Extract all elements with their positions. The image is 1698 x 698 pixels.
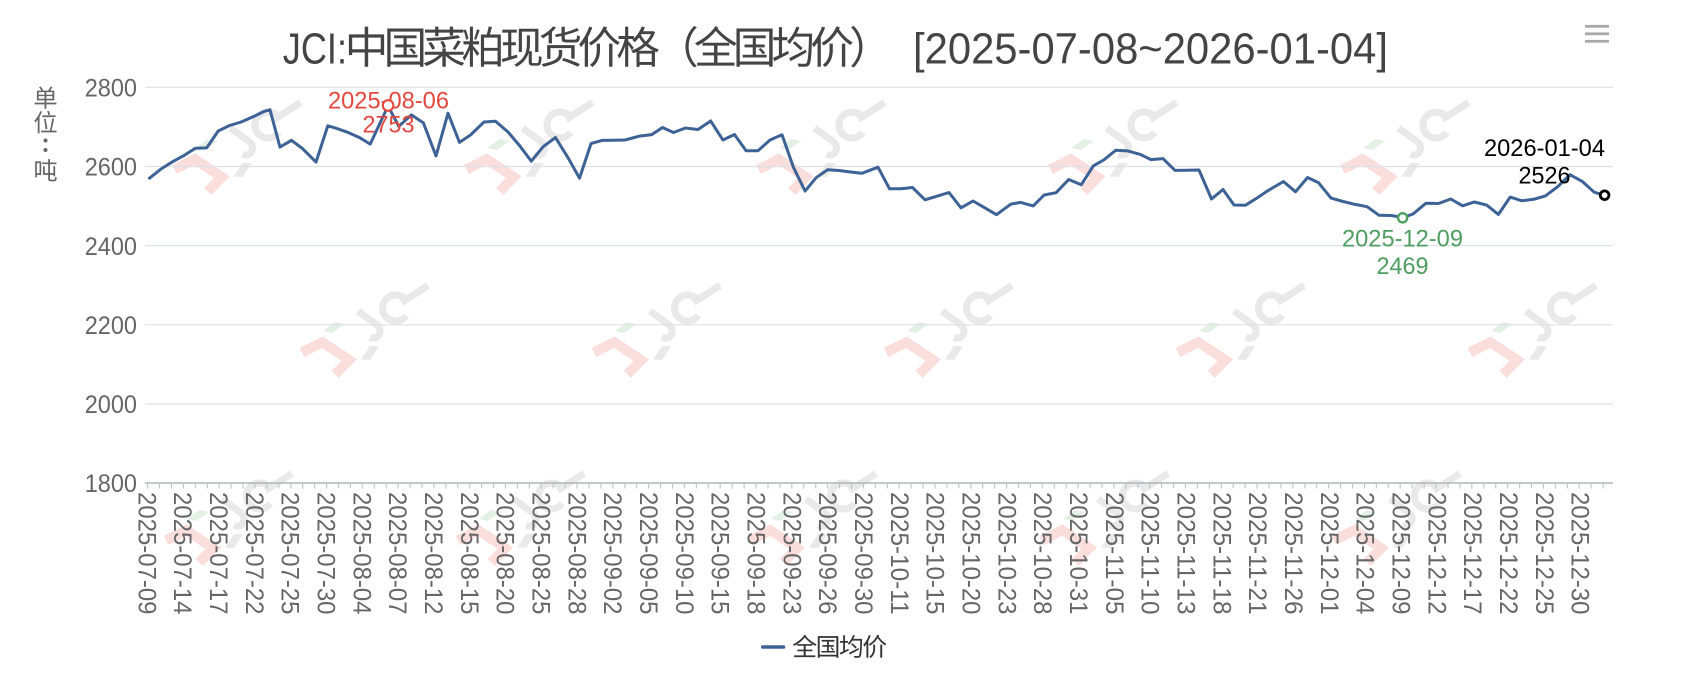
svg-text:2025-08-28: 2025-08-28 <box>562 492 590 615</box>
svg-text:2025-12-25: 2025-12-25 <box>1530 492 1558 615</box>
svg-text:2800: 2800 <box>85 75 137 103</box>
svg-text:2025-09-05: 2025-09-05 <box>634 492 662 615</box>
svg-text:2025-12-09: 2025-12-09 <box>1387 492 1415 615</box>
svg-text:2025-09-30: 2025-09-30 <box>849 492 877 615</box>
svg-text:2025-12-09: 2025-12-09 <box>1342 225 1463 252</box>
svg-text:1800: 1800 <box>85 470 137 498</box>
svg-text:2753: 2753 <box>363 111 415 138</box>
svg-text:2025-09-10: 2025-09-10 <box>670 492 698 615</box>
svg-text:[2025-07-08~2026-01-04]: [2025-07-08~2026-01-04] <box>913 24 1388 73</box>
svg-text:2025-09-18: 2025-09-18 <box>742 492 770 615</box>
svg-text:2025-07-17: 2025-07-17 <box>204 492 232 615</box>
svg-text:2025-10-28: 2025-10-28 <box>1028 492 1056 615</box>
svg-text:2025-11-10: 2025-11-10 <box>1136 492 1164 615</box>
svg-text:2025-09-02: 2025-09-02 <box>598 492 626 615</box>
svg-text:2025-10-20: 2025-10-20 <box>957 492 985 615</box>
svg-text:2025-12-17: 2025-12-17 <box>1458 492 1486 615</box>
svg-text:2025-12-12: 2025-12-12 <box>1422 492 1450 615</box>
svg-text:2025-08-07: 2025-08-07 <box>383 492 411 615</box>
svg-text:2000: 2000 <box>85 391 137 419</box>
svg-text:2025-10-31: 2025-10-31 <box>1064 492 1092 615</box>
svg-text:2025-11-05: 2025-11-05 <box>1100 492 1128 615</box>
svg-text:2025-08-25: 2025-08-25 <box>527 492 555 615</box>
svg-text:2025-09-26: 2025-09-26 <box>813 492 841 615</box>
svg-text:2025-12-22: 2025-12-22 <box>1494 492 1522 615</box>
svg-text:2025-12-04: 2025-12-04 <box>1351 492 1379 615</box>
svg-text:2025-11-26: 2025-11-26 <box>1279 492 1307 615</box>
svg-text:2469: 2469 <box>1377 253 1429 280</box>
svg-text:2025-11-18: 2025-11-18 <box>1207 492 1235 615</box>
svg-text:2025-09-15: 2025-09-15 <box>706 492 734 615</box>
svg-text:2025-07-25: 2025-07-25 <box>276 492 304 615</box>
svg-text:2025-08-04: 2025-08-04 <box>347 492 375 615</box>
svg-text:2200: 2200 <box>85 312 137 340</box>
svg-text:2025-08-15: 2025-08-15 <box>455 492 483 615</box>
svg-text:JCI:: JCI: <box>283 24 347 73</box>
svg-text:2025-10-11: 2025-10-11 <box>885 492 913 615</box>
svg-text:2600: 2600 <box>85 154 137 182</box>
svg-text:2026-01-04: 2026-01-04 <box>1484 135 1605 162</box>
svg-text:2025-10-15: 2025-10-15 <box>921 492 949 615</box>
svg-text:2025-11-21: 2025-11-21 <box>1243 492 1271 615</box>
svg-text:2025-07-22: 2025-07-22 <box>240 492 268 615</box>
svg-text:2025-08-12: 2025-08-12 <box>419 492 447 615</box>
svg-text:2025-07-09: 2025-07-09 <box>132 492 160 615</box>
svg-text:2025-11-13: 2025-11-13 <box>1172 492 1200 615</box>
svg-text:2025-12-30: 2025-12-30 <box>1566 492 1594 615</box>
svg-text:2025-08-20: 2025-08-20 <box>491 492 519 615</box>
svg-text:2025-07-14: 2025-07-14 <box>168 492 196 615</box>
svg-text:2025-07-30: 2025-07-30 <box>312 492 340 615</box>
svg-text:2025-12-01: 2025-12-01 <box>1315 492 1343 615</box>
svg-text:2526: 2526 <box>1519 163 1571 190</box>
svg-text:2025-10-23: 2025-10-23 <box>992 492 1020 615</box>
svg-text:2025-09-23: 2025-09-23 <box>777 492 805 615</box>
svg-text:2400: 2400 <box>85 233 137 261</box>
